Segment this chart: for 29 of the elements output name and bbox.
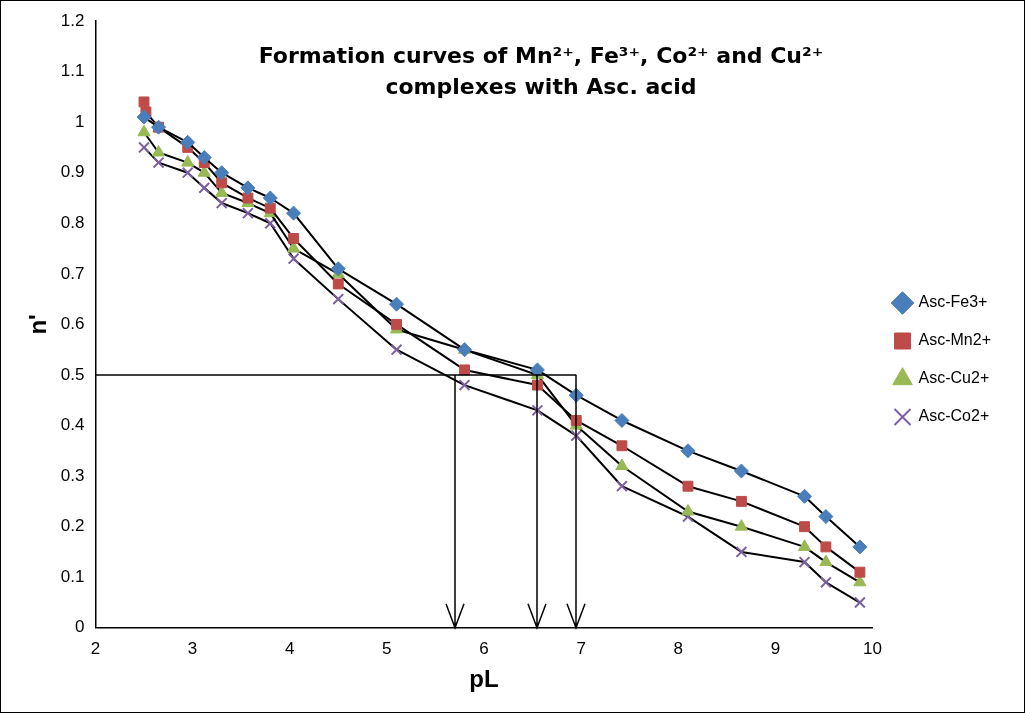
y-tick-label: 1.2 bbox=[60, 10, 85, 30]
y-tick-label: 0.1 bbox=[60, 566, 85, 586]
y-tick-label: 0 bbox=[74, 617, 85, 637]
text: Formation curves of Mn²⁺, Fe³⁺, Co²⁺ and Cu²⁺ complexes with Asc. acid bbox=[257, 42, 825, 101]
y-tick-label: 0.8 bbox=[60, 212, 85, 232]
y-tick-label: 1 bbox=[74, 111, 85, 131]
x-tick-label: 4 bbox=[284, 638, 295, 658]
x-tick-label: 5 bbox=[382, 638, 392, 658]
y-tick-label: 0.4 bbox=[60, 415, 85, 435]
y-tick-label: 0.3 bbox=[60, 465, 85, 485]
y-tick-label: 0.9 bbox=[60, 162, 85, 182]
x-tick-label: 9 bbox=[770, 638, 781, 658]
y-tick-label: 0.7 bbox=[60, 263, 85, 283]
legend-label: Asc-Fe3+ bbox=[918, 293, 988, 311]
x-tick-label: 3 bbox=[187, 638, 198, 658]
y-tick-label: 0.6 bbox=[60, 314, 85, 334]
y-tick-label: 1.1 bbox=[60, 61, 85, 81]
legend-label: Asc-Cu2+ bbox=[918, 369, 990, 387]
x-tick-label: 2 bbox=[90, 638, 101, 658]
y-tick-label: 0.5 bbox=[60, 364, 85, 384]
y-axis-title: n' bbox=[24, 314, 52, 335]
x-tick-label: 10 bbox=[863, 638, 882, 658]
x-axis-title: pL bbox=[469, 665, 499, 693]
y-tick-label: 0.2 bbox=[60, 516, 85, 536]
x-tick-label: 8 bbox=[673, 638, 683, 658]
x-tick-label: 7 bbox=[576, 638, 586, 658]
legend-label: Asc-Mn2+ bbox=[918, 331, 991, 349]
x-tick-label: 6 bbox=[479, 638, 489, 658]
legend-label: Asc-Co2+ bbox=[918, 407, 990, 425]
